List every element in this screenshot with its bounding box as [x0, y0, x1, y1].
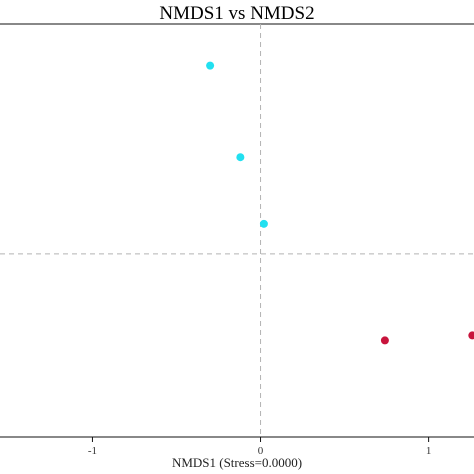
x-tick-label: -1: [88, 445, 97, 457]
x-tick-label: 0: [258, 445, 264, 457]
data-point: [236, 153, 245, 162]
x-axis-ticks: -1 0 1: [88, 437, 432, 457]
data-point: [206, 61, 215, 70]
data-points: [206, 61, 474, 345]
chart-title: NMDS1 vs NMDS2: [159, 3, 314, 24]
data-point: [259, 219, 268, 228]
x-axis-label: NMDS1 (Stress=0.0000): [172, 455, 302, 470]
plot-frame: [0, 23, 474, 438]
data-point: [468, 331, 474, 340]
data-point: [380, 336, 389, 345]
x-tick-label: 1: [426, 445, 432, 457]
reference-lines: [0, 24, 474, 437]
